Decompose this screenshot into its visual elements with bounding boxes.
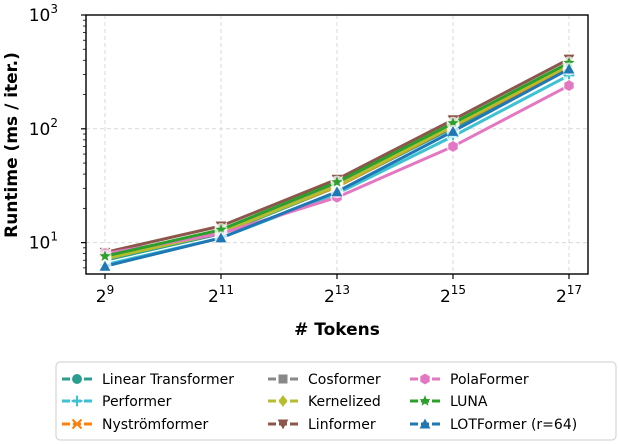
x-tick-label: 217 — [556, 283, 582, 307]
legend-marker — [72, 374, 82, 384]
legend-item: LUNA — [410, 394, 488, 410]
legend-item: Linformer — [268, 417, 376, 433]
x-tick-label: 211 — [208, 283, 234, 307]
legend-marker — [278, 395, 288, 407]
legend-item: PolaFormer — [410, 372, 529, 388]
data-point — [563, 63, 575, 74]
legend-marker — [71, 395, 83, 407]
data-point — [99, 250, 111, 261]
data-point — [448, 141, 458, 152]
legend-label: Performer — [102, 394, 172, 410]
data-point — [447, 125, 459, 136]
data-point — [447, 117, 459, 128]
x-tick-label: 215 — [440, 283, 466, 307]
legend-marker — [420, 373, 430, 385]
x-axis-ticks: 29 211 213 215 217 — [96, 274, 582, 307]
legend-item: Linear Transformer — [62, 372, 234, 388]
legend-item: Performer — [62, 394, 172, 410]
legend-label: LOTFormer (r=64) — [450, 417, 577, 433]
data-point — [563, 56, 575, 68]
x-tick-label: 213 — [324, 283, 350, 307]
data-point — [564, 80, 574, 91]
data-point — [331, 186, 343, 197]
data-point — [215, 232, 227, 243]
legend-item: Kernelized — [268, 394, 381, 410]
legend-item: Cosformer — [268, 372, 381, 388]
legend-label: LUNA — [450, 394, 488, 410]
y-tick-label: 101 — [29, 230, 58, 254]
legend: Linear Transformer Performer Nyströmformer… — [62, 372, 577, 433]
legend-marker — [278, 374, 288, 384]
y-axis-ticks: 101 102 103 — [29, 2, 86, 269]
legend-marker — [419, 395, 431, 406]
legend-item: LOTFormer (r=64) — [410, 417, 577, 433]
data-point — [99, 260, 111, 271]
legend-label: Kernelized — [308, 394, 381, 410]
legend-label: Linformer — [308, 417, 376, 433]
legend-label: Nyströmformer — [102, 417, 208, 433]
legend-marker — [419, 418, 431, 429]
y-tick-label: 102 — [29, 116, 58, 140]
y-tick-label: 103 — [29, 2, 58, 26]
legend-marker — [277, 419, 289, 430]
series-8 — [98, 62, 576, 273]
legend-box — [55, 361, 617, 441]
legend-label: Cosformer — [308, 372, 381, 388]
legend-item: Nyströmformer — [62, 417, 208, 433]
y-axis-label: Runtime (ms / iter.) — [2, 52, 22, 238]
legend-label: Linear Transformer — [102, 372, 234, 388]
data-point — [331, 176, 343, 187]
x-axis-label: # Tokens — [294, 320, 380, 340]
legend-marker — [71, 418, 83, 430]
data-point — [215, 223, 227, 235]
series-layer — [98, 52, 576, 273]
x-tick-label: 29 — [96, 283, 114, 307]
legend-label: PolaFormer — [450, 372, 529, 388]
